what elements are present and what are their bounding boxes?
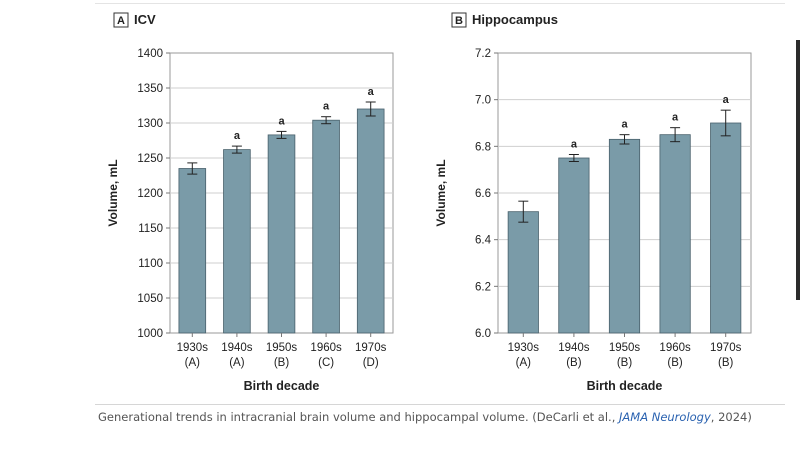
panel-a-group-label: (B) bbox=[274, 357, 290, 369]
panel-a-group-label: (D) bbox=[363, 357, 379, 369]
panel-a-badge-letter: A bbox=[117, 15, 125, 27]
panel-a-group-label: (A) bbox=[229, 357, 245, 369]
panel-a-title: ICV bbox=[134, 12, 156, 27]
panel-b-y-axis-label: Volume, mL bbox=[434, 159, 448, 226]
panel-a-y-tick-label: 1150 bbox=[138, 223, 163, 235]
panel-a-significance-label: a bbox=[278, 115, 285, 127]
panel-a-y-tick-label: 1050 bbox=[137, 293, 163, 305]
panel-a-bar bbox=[178, 168, 207, 334]
panel-a-y-tick-label: 1350 bbox=[137, 83, 163, 95]
panel-a-x-axis-label: Birth decade bbox=[244, 379, 320, 393]
panel-a-group-label: (A) bbox=[185, 357, 201, 369]
panel-a-badge-box bbox=[113, 12, 129, 28]
panel-b-x-tick-label: 1970s bbox=[710, 342, 742, 354]
panel-a-x-tick-label: 1970s bbox=[355, 342, 387, 354]
figure-caption: Generational trends in intracranial brai… bbox=[98, 410, 778, 424]
panel-b-y-tick-label: 6.8 bbox=[475, 141, 491, 153]
panel-a-y-tick-label: 1000 bbox=[137, 328, 163, 340]
panel-b-y-tick-label: 7.0 bbox=[475, 95, 491, 107]
panel-b-bar bbox=[507, 211, 539, 334]
panel-b-badge-box bbox=[451, 12, 467, 28]
panel-b-x-axis-label: Birth decade bbox=[587, 379, 663, 393]
panel-a-significance-label: a bbox=[368, 86, 375, 98]
panel-b-x-tick-label: 1960s bbox=[659, 342, 691, 354]
panel-b-group-label: (B) bbox=[718, 357, 734, 369]
panel-a-bar bbox=[267, 134, 296, 334]
panel-a-bar bbox=[312, 119, 340, 334]
caption-text: Generational trends in intracranial brai… bbox=[98, 410, 620, 424]
panel-b-bar bbox=[710, 122, 742, 334]
panel-a-bar bbox=[223, 149, 251, 334]
panel-a-y-tick-label: 1300 bbox=[137, 118, 163, 130]
panel-a-y-tick-label: 1250 bbox=[137, 153, 163, 165]
panel-a-y-axis-label: Volume, mL bbox=[106, 159, 120, 226]
panel-b-title: Hippocampus bbox=[472, 12, 558, 27]
panel-a-x-tick-label: 1960s bbox=[310, 342, 342, 354]
panel-b-x-tick-label: 1940s bbox=[558, 342, 590, 354]
caption-tail: , 2024) bbox=[710, 410, 752, 424]
caption-journal-link[interactable]: JAMA Neurology bbox=[619, 410, 711, 424]
panel-b-group-label: (B) bbox=[617, 357, 633, 369]
panel-a-significance-label: a bbox=[234, 130, 241, 142]
top-divider bbox=[95, 3, 785, 4]
panel-a-group-label: (C) bbox=[318, 357, 334, 369]
panel-a-significance-label: a bbox=[323, 101, 330, 113]
panel-b-group-label: (B) bbox=[667, 357, 683, 369]
caption-divider bbox=[95, 404, 785, 405]
panel-b-group-label: (A) bbox=[516, 357, 532, 369]
panel-a-x-tick-label: 1940s bbox=[221, 342, 253, 354]
panel-b-x-tick-label: 1950s bbox=[609, 342, 641, 354]
panel-a-y-tick-label: 1100 bbox=[138, 258, 163, 270]
panel-b-significance-label: a bbox=[672, 112, 679, 124]
panel-a-x-tick-label: 1950s bbox=[266, 342, 298, 354]
panel-a-y-tick-label: 1200 bbox=[137, 188, 163, 200]
panel-b-y-tick-label: 7.2 bbox=[475, 48, 491, 60]
panel-b-x-tick-label: 1930s bbox=[508, 342, 540, 354]
panel-b-significance-label: a bbox=[723, 94, 730, 106]
panel-b-significance-label: a bbox=[621, 119, 628, 131]
panel-b-y-tick-label: 6.2 bbox=[475, 281, 491, 293]
panel-b-bar bbox=[659, 134, 691, 334]
panel-a-bar bbox=[356, 108, 385, 334]
panel-b-y-tick-label: 6.6 bbox=[475, 188, 491, 200]
panel-b-bar bbox=[608, 138, 641, 334]
panel-b-y-tick-label: 6.4 bbox=[475, 235, 492, 247]
panel-b-badge-letter: B bbox=[455, 15, 463, 27]
panel-b-bar bbox=[558, 157, 590, 334]
panel-b-significance-label: a bbox=[571, 139, 578, 151]
panel-a-y-tick-label: 1400 bbox=[137, 48, 163, 60]
edge-mark bbox=[796, 40, 800, 300]
panel-b-group-label: (B) bbox=[566, 357, 582, 369]
panel-b-y-tick-label: 6.0 bbox=[475, 328, 491, 340]
panel-a-x-tick-label: 1930s bbox=[177, 342, 209, 354]
